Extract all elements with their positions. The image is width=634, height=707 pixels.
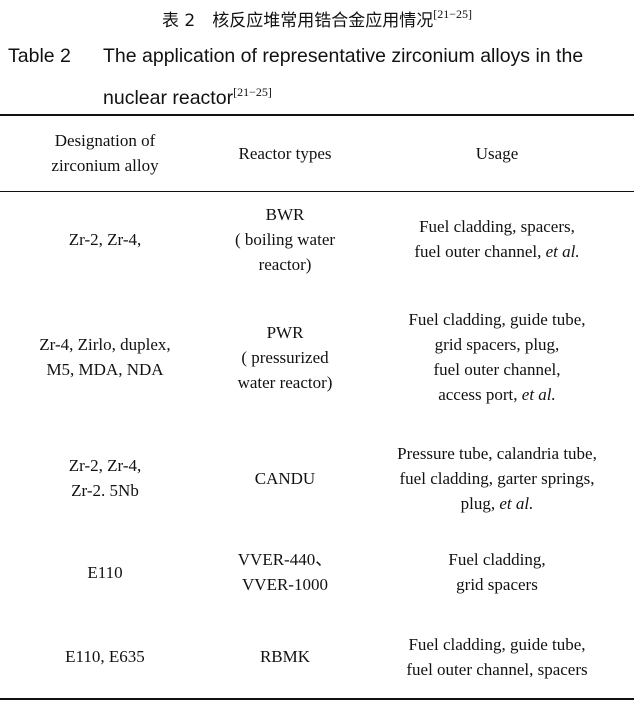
usage-text: access port,: [438, 385, 522, 404]
usage-line: grid spacers, plug,: [360, 332, 634, 357]
usage-cell: Fuel cladding, spacers, fuel outer channe…: [360, 191, 634, 287]
alloy-cell: E110, E635: [0, 615, 210, 699]
usage-cell: Fuel cladding, guide tube, grid spacers, …: [360, 287, 634, 427]
usage-line: Fuel cladding,: [360, 547, 634, 572]
usage-line: fuel outer channel, et al.: [360, 239, 634, 264]
reactor-cell: PWR ( pressurized water reactor): [210, 287, 360, 427]
title-cn-text: 表 2 核反应堆常用锆合金应用情况: [162, 11, 434, 31]
reactor-cell: BWR ( boiling water reactor): [210, 191, 360, 287]
usage-text: fuel cladding, garter springs,: [399, 468, 595, 488]
et-al-text: et al.: [521, 385, 556, 404]
alloy-line: Zr-2, Zr-4,: [68, 229, 142, 249]
reactor-cell: CANDU: [210, 427, 360, 529]
alloy-cell: Zr-2, Zr-4,: [0, 191, 210, 287]
alloy-line: E110, E635: [65, 647, 145, 666]
title-cn-ref: [21−25]: [433, 7, 472, 21]
reactor-line: reactor): [258, 254, 312, 274]
table-title-english: Table 2 The application of representative…: [8, 38, 628, 116]
alloy-line: Zr-4, Zirlo, duplex,: [39, 335, 171, 354]
alloy-line: M5, MDA, NDA: [46, 360, 164, 379]
usage-text: Fuel cladding, guide tube,: [408, 634, 586, 654]
header-line: zirconium alloy: [51, 156, 159, 176]
header-line: Reactor types: [238, 143, 332, 163]
usage-line: Fuel cladding, guide tube,: [360, 307, 634, 332]
reactor-line: CANDU: [254, 468, 316, 488]
title-en-ref: [21−25]: [233, 85, 272, 99]
usage-line: fuel cladding, garter springs,: [360, 466, 634, 491]
reactor-line: PWR: [266, 322, 304, 342]
reactor-cell: RBMK: [210, 615, 360, 699]
usage-text: fuel outer channel, spacers: [406, 659, 588, 679]
table-title-chinese: 表 2 核反应堆常用锆合金应用情况[21−25]: [0, 6, 634, 31]
header-reactor-types: Reactor types: [210, 115, 360, 192]
alloy-cell: Zr-4, Zirlo, duplex, M5, MDA, NDA: [0, 287, 210, 427]
header-row: Designation of zirconium alloy Reactor typ…: [0, 115, 634, 192]
et-al-text: et al.: [545, 242, 580, 262]
header-line: Designation of: [54, 131, 156, 151]
table-row: Zr-4, Zirlo, duplex, M5, MDA, NDA PWR ( pre…: [0, 287, 634, 427]
reactor-line: ( pressurized: [241, 347, 329, 367]
usage-text: plug,: [460, 493, 500, 513]
usage-text: Fuel cladding,: [448, 550, 546, 569]
alloy-line: Zr-2, Zr-4,: [68, 456, 142, 475]
usage-line: fuel outer channel, spacers: [360, 657, 634, 682]
et-al-text: et al.: [499, 493, 534, 513]
header-usage: Usage: [360, 115, 634, 192]
table-label: Table 2: [8, 45, 71, 67]
reactor-line: BWR: [265, 204, 305, 224]
usage-line: plug, et al.: [360, 491, 634, 516]
alloy-cell: Zr-2, Zr-4, Zr-2. 5Nb: [0, 427, 210, 529]
title-en-line1: The application of representative zircon…: [103, 45, 584, 67]
zirconium-alloy-table: Designation of zirconium alloy Reactor typ…: [0, 114, 634, 700]
usage-text: fuel outer channel,: [433, 360, 561, 379]
usage-text: Pressure tube, calandria tube,: [397, 443, 597, 463]
table-row: E110, E635 RBMK Fuel cladding, guide tube,…: [0, 615, 634, 699]
usage-line: fuel outer channel,: [360, 357, 634, 382]
alloy-cell: E110: [0, 529, 210, 615]
reactor-line: ( boiling water: [234, 229, 336, 249]
usage-line: grid spacers: [360, 572, 634, 597]
table-row: Zr-2, Zr-4, Zr-2. 5Nb CANDU Pressure tube, …: [0, 427, 634, 529]
usage-text: Fuel cladding, spacers,: [419, 217, 575, 237]
usage-line: access port, et al.: [360, 382, 634, 407]
usage-cell: Fuel cladding, guide tube, fuel outer cha…: [360, 615, 634, 699]
header-line: Usage: [475, 143, 519, 163]
usage-text: grid spacers, plug,: [434, 335, 560, 354]
reactor-cell: VVER-440、 VVER-1000: [210, 529, 360, 615]
usage-line: Fuel cladding, spacers,: [360, 214, 634, 239]
alloy-line: Zr-2. 5Nb: [71, 481, 139, 500]
usage-text: grid spacers: [456, 575, 538, 594]
usage-text: fuel outer channel,: [414, 242, 546, 262]
table-row: Zr-2, Zr-4, BWR ( boiling water reactor) Fue…: [0, 191, 634, 287]
usage-text: Fuel cladding, guide tube,: [408, 310, 586, 329]
usage-cell: Fuel cladding, grid spacers: [360, 529, 634, 615]
title-en-line2: nuclear reactor: [103, 87, 234, 109]
reactor-line: VVER-1000: [242, 575, 328, 594]
usage-line: Fuel cladding, guide tube,: [360, 632, 634, 657]
header-alloy: Designation of zirconium alloy: [0, 115, 210, 192]
reactor-line: VVER-440、: [237, 550, 333, 569]
usage-cell: Pressure tube, calandria tube, fuel cladd…: [360, 427, 634, 529]
reactor-line: RBMK: [259, 647, 311, 666]
reactor-line: water reactor): [237, 372, 333, 392]
alloy-line: E110: [87, 562, 123, 582]
usage-line: Pressure tube, calandria tube,: [360, 441, 634, 466]
table-row: E110 VVER-440、 VVER-1000 Fuel cladding, grid…: [0, 529, 634, 615]
table-body: Zr-2, Zr-4, BWR ( boiling water reactor) Fue…: [0, 191, 634, 699]
